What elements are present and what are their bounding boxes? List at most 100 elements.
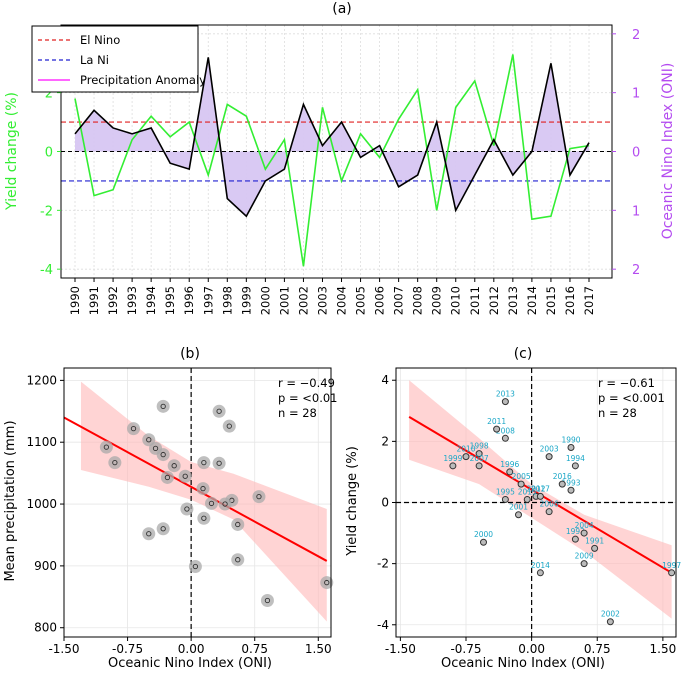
y-right-tick-label: 1	[632, 87, 640, 102]
x-tick-label-year: 2015	[544, 286, 558, 315]
x-tick-label-year: 2009	[430, 286, 444, 315]
point-year-label: 1996	[500, 460, 519, 469]
panel-b: (b) -1.50 -0.75 0.00 0.75 1.50 800 900 1000 1100…	[3, 346, 338, 671]
x-tick-label-year: 2012	[487, 286, 501, 315]
data-point	[493, 425, 501, 433]
point-year-label: 1990	[561, 435, 580, 444]
data-point-center	[152, 445, 159, 452]
data-point-center	[160, 403, 166, 409]
x-tick-label-year: 2003	[315, 286, 329, 315]
x-tick-label-year: 2008	[411, 286, 425, 315]
y-tick-label: -2	[40, 204, 53, 219]
yield-change-line	[74, 54, 590, 267]
x-tick-label-year: 1996	[182, 286, 196, 315]
x-tick-label: 0.00	[518, 642, 545, 656]
data-point	[108, 456, 122, 470]
data-point	[536, 492, 544, 500]
y-tick-label: -2	[377, 557, 389, 571]
data-point	[545, 508, 553, 516]
point-year-label: 2007	[470, 454, 489, 463]
point-year-label: 1991	[585, 536, 604, 545]
point-year-label: 2009	[575, 552, 594, 561]
data-point	[475, 450, 483, 458]
panel-b-r: r = −0.49	[278, 376, 335, 390]
x-tick-label: -0.75	[450, 642, 481, 656]
point-year-label: 1994	[566, 454, 585, 463]
x-tick-label-year: 2006	[373, 286, 387, 315]
data-point	[523, 495, 531, 503]
x-tick-label: 1.50	[305, 642, 332, 656]
data-point	[156, 522, 170, 536]
y-tick-label: 1200	[26, 373, 57, 387]
data-point-center	[201, 459, 207, 466]
data-point-center	[264, 597, 271, 604]
data-point	[515, 511, 522, 519]
oni-fill-area	[75, 57, 589, 217]
data-point	[127, 422, 141, 436]
x-tick-label-year: 1998	[220, 286, 234, 315]
legend-precipitation-anomaly: Precipitation Anomaly	[80, 73, 206, 87]
data-point	[196, 482, 210, 496]
y-tick-label: 1100	[26, 435, 57, 449]
data-point	[558, 480, 566, 488]
point-year-label: 2003	[540, 445, 559, 454]
data-point-center	[226, 423, 232, 429]
point-year-label: 2011	[487, 417, 506, 426]
x-tick-label-year: 1992	[106, 286, 120, 315]
y-right-tick-label: 2	[632, 263, 640, 278]
data-point	[156, 399, 170, 413]
x-tick-label-year: 2000	[258, 286, 272, 315]
y-tick-label: 2	[45, 87, 53, 102]
data-point-center	[160, 451, 166, 458]
data-point	[571, 535, 579, 543]
point-year-label: 1995	[496, 487, 515, 496]
panel-a-y-label: Yield change (%)	[4, 92, 20, 211]
data-point	[580, 529, 588, 537]
panel-a-title: (a)	[332, 1, 352, 17]
data-point	[536, 569, 544, 577]
legend-el-nino: El Nino	[80, 33, 120, 47]
x-tick-label-year: 1990	[68, 286, 82, 315]
panel-a-y-label-right: Oceanic Nino Index (ONI)	[660, 63, 676, 240]
panel-b-x-label: Oceanic Nino Index (ONI)	[108, 656, 272, 671]
y-tick-label: 900	[34, 559, 57, 573]
x-tick-label-year: 1999	[239, 286, 253, 315]
x-tick-label-year: 2010	[449, 286, 463, 315]
data-point-center	[182, 473, 188, 479]
point-year-label: 2001	[509, 503, 528, 512]
panel-a: (a) -4-202421012199019911992199319941995…	[4, 1, 676, 315]
x-tick-label: 0.00	[178, 642, 205, 656]
point-year-label: 2012	[526, 484, 545, 493]
data-point-center	[208, 500, 215, 507]
panel-c-x-label: Oceanic Nino Index (ONI)	[441, 656, 605, 671]
panel-c-r: r = −0.61	[598, 376, 655, 390]
data-point	[462, 453, 470, 461]
point-year-label: 2000	[474, 530, 493, 539]
data-point	[580, 560, 588, 568]
data-point-center	[216, 460, 222, 466]
point-year-label: 2017	[531, 484, 550, 493]
data-point	[231, 553, 245, 567]
data-point	[606, 618, 614, 626]
panel-b-n: n = 28	[278, 406, 317, 420]
y-tick-label: 0	[45, 146, 53, 161]
data-point	[252, 490, 266, 504]
confidence-band	[80, 381, 327, 622]
legend-la-nina: La Ni	[80, 53, 109, 67]
x-tick-label-year: 2017	[582, 286, 596, 315]
x-tick-label-year: 2013	[506, 286, 520, 315]
x-tick-label: -1.50	[385, 642, 416, 656]
x-tick-label-year: 2011	[468, 286, 482, 315]
point-year-label: 1998	[470, 442, 489, 451]
point-year-label: 2008	[496, 426, 515, 435]
data-point	[480, 538, 487, 546]
panel-b-plot: -1.50 -0.75 0.00 0.75 1.50 800 900 1000 1100 1200	[26, 367, 334, 656]
y-tick-label: -4	[377, 618, 389, 632]
panel-c-title: (c)	[514, 346, 533, 362]
data-point	[320, 576, 334, 590]
panel-a-legend: El Nino La Ni Precipitation Anomaly	[31, 25, 206, 93]
data-point	[197, 511, 211, 525]
x-tick-label: -1.50	[48, 642, 79, 656]
